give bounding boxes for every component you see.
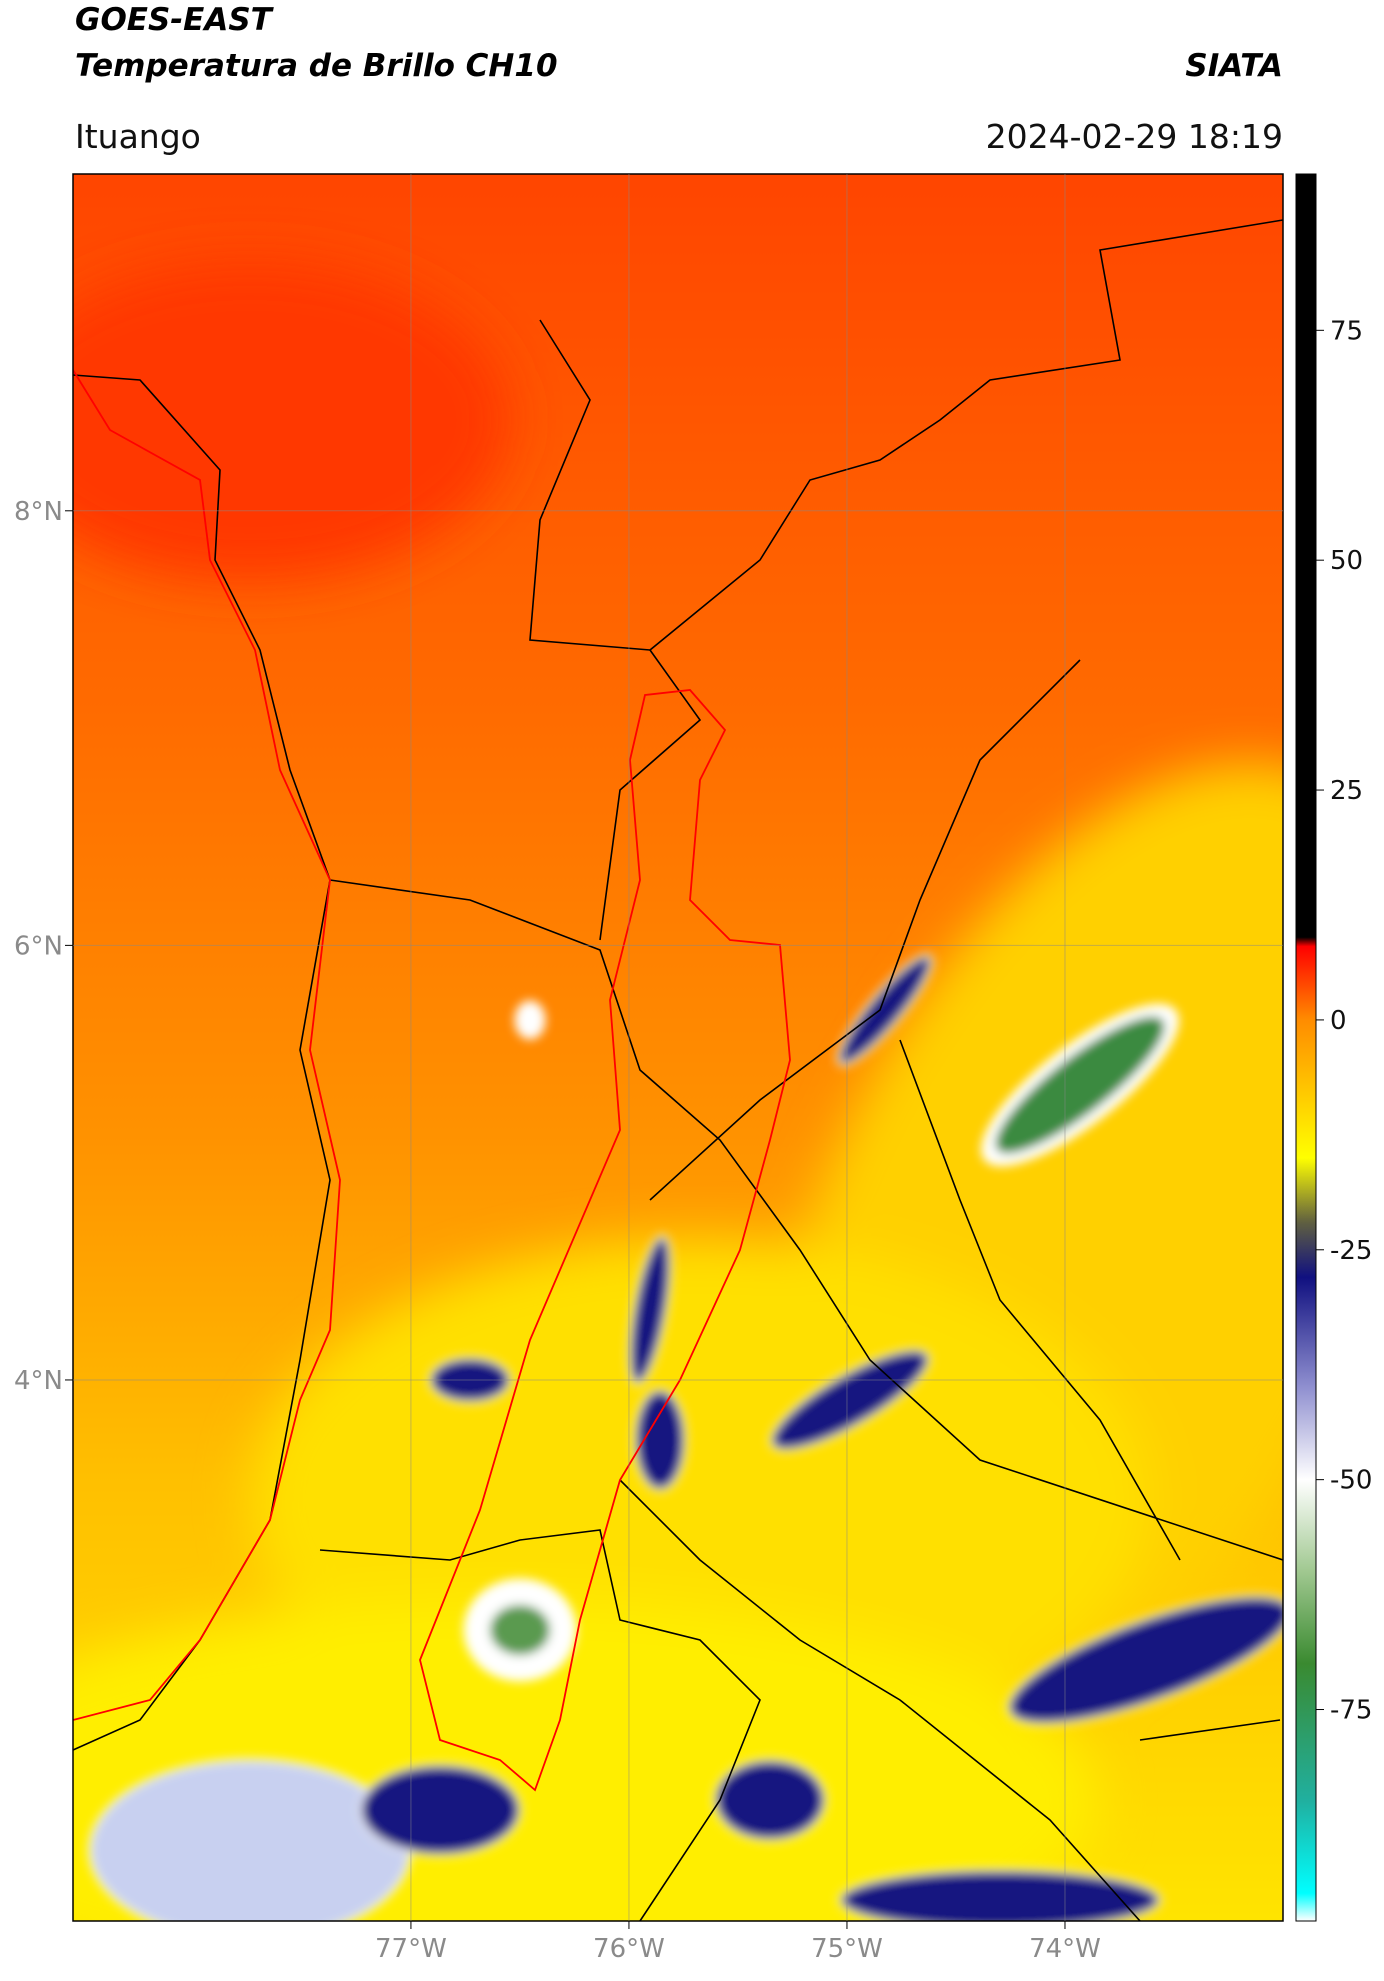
- map-image: [73, 174, 1283, 1921]
- y-tick-label: 6°N: [14, 931, 63, 961]
- source: SIATA: [1185, 48, 1283, 84]
- colorbar-tick-label: -75: [1330, 1696, 1372, 1726]
- colorbar-tick-label: 25: [1330, 776, 1363, 806]
- y-tick-label: 4°N: [14, 1366, 63, 1396]
- x-tick-label: 74°W: [1029, 1934, 1101, 1964]
- colorbar-tick-label: -25: [1330, 1236, 1372, 1266]
- datetime: 2024-02-29 18:19: [986, 117, 1283, 156]
- y-tick-label: 8°N: [14, 497, 63, 527]
- x-tick-label: 77°W: [375, 1934, 447, 1964]
- title: GOES-EAST: [75, 2, 275, 38]
- colorbar-tick-label: 50: [1330, 546, 1363, 576]
- location: Ituango: [75, 117, 201, 156]
- map-frame: [72, 173, 1284, 1922]
- colorbar: [1295, 173, 1317, 1922]
- colorbar-tick-label: 75: [1330, 316, 1363, 346]
- subtitle: Temperatura de Brillo CH10: [75, 48, 558, 84]
- colorbar-tick-label: 0: [1330, 1006, 1347, 1036]
- colorbar-tick-label: -50: [1330, 1466, 1372, 1496]
- x-tick-label: 76°W: [593, 1934, 665, 1964]
- x-tick-label: 75°W: [811, 1934, 883, 1964]
